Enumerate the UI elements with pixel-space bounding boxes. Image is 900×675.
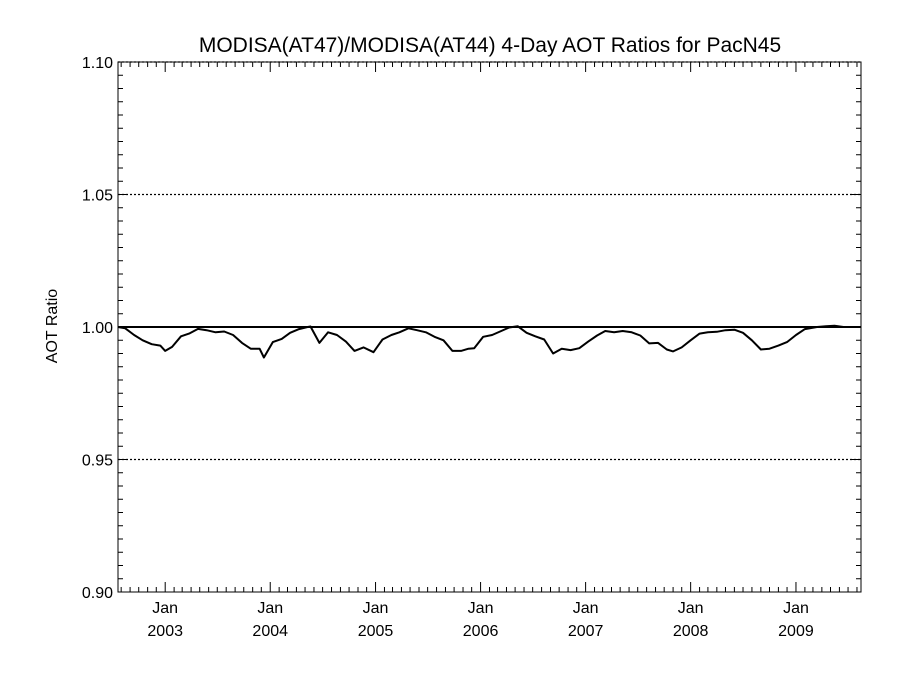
y-axis-label: AOT Ratio [44, 289, 61, 364]
y-tick-label: 0.90 [82, 585, 113, 602]
x-tick-label-month: Jan [678, 600, 704, 617]
y-tick-label: 1.05 [82, 188, 113, 205]
x-tick-label-month: Jan [152, 600, 178, 617]
chart-title: MODISA(AT47)/MODISA(AT44) 4-Day AOT Rati… [199, 34, 781, 57]
x-tick-label-year: 2005 [358, 623, 394, 640]
x-tick-labels: Jan 2003 Jan 2004 Jan 2005 Jan 2006 Jan 2007 Jan 20… [147, 600, 813, 640]
series-line [117, 324, 853, 359]
x-tick-label-year: 2009 [778, 623, 814, 640]
x-tick-label-month: Jan [257, 600, 283, 617]
y-tick-label: 1.10 [82, 55, 113, 72]
y-tick-labels: 1.10 1.05 1.00 0.95 0.90 [82, 55, 113, 602]
x-tick-label-year: 2003 [147, 623, 183, 640]
plot-frame [117, 61, 862, 593]
x-tick-label-month: Jan [468, 600, 494, 617]
x-tick-label-month: Jan [363, 600, 389, 617]
x-tick-label-month: Jan [783, 600, 809, 617]
x-tick-label-year: 2008 [673, 623, 709, 640]
axis-ticks [118, 61, 861, 593]
gridlines [118, 61, 861, 461]
y-tick-label: 1.00 [82, 320, 113, 337]
x-tick-label-year: 2006 [463, 623, 499, 640]
x-tick-label-month: Jan [573, 600, 599, 617]
x-tick-label-year: 2004 [252, 623, 288, 640]
y-tick-label: 0.95 [82, 453, 113, 470]
x-tick-label-year: 2007 [568, 623, 604, 640]
